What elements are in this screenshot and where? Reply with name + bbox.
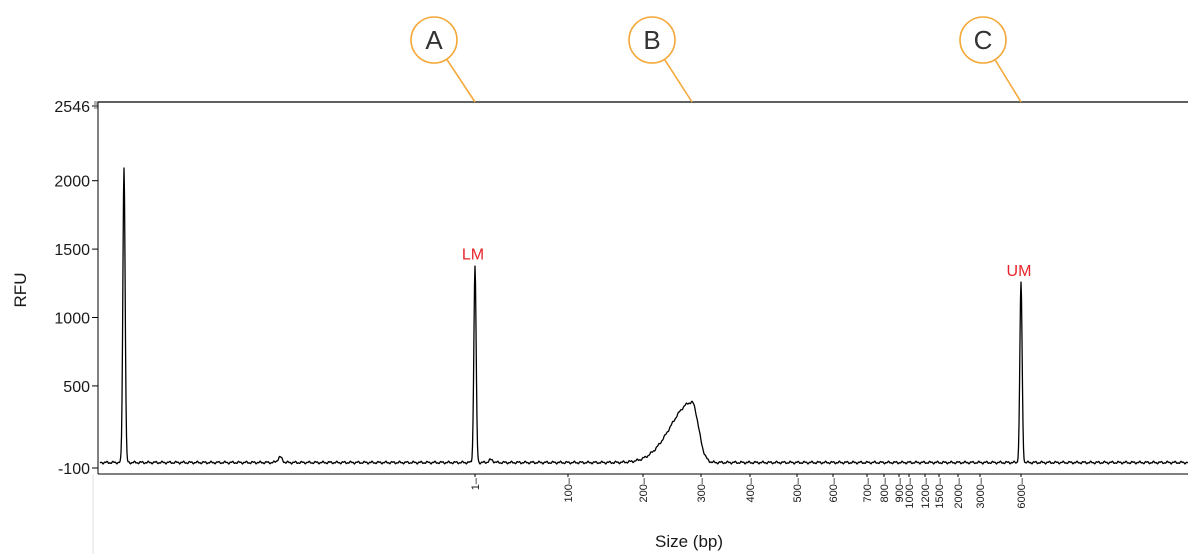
x-axis-ticks: 1– 100– 200– 300– 400– 500– 600– 700– 800– 900–10… [470,474,1028,509]
x-tick-label: 700– [862,477,874,502]
callout-leader-line [446,58,476,103]
callout-label-a: A [425,25,443,55]
y-tick-label: 1000 [54,311,90,328]
y-axis-title: RFU [11,273,30,308]
x-tick-label: 1000– [904,477,916,508]
peak-annotations: LM UM [462,247,1032,280]
x-tick-label: 1500– [934,477,946,508]
callout-markers: A B C [410,16,1022,103]
x-tick-label: 3000– [975,477,987,508]
y-tick-label: 2000 [54,174,90,191]
x-tick-label: 1200– [920,477,932,508]
x-tick-label: 500– [792,477,804,502]
x-tick-label: 400– [745,477,757,502]
y-axis-ticks: 2546 2000 1500 1000 500 -100 [54,99,98,478]
callout-circle [410,16,458,64]
x-tick-label: 1– [470,477,482,490]
series-trace [99,167,1188,465]
callout-circle [628,16,676,64]
y-tick-label: 1500 [54,242,90,259]
x-axis-title: Size (bp) [655,532,723,551]
x-tick-label: 300– [696,477,708,502]
y-tick-label: 2546 [54,99,90,116]
y-tick-label: -100 [58,461,90,478]
callout-circle [959,16,1007,64]
peak-label-lm: LM [462,247,484,264]
y-tick-label: 500 [63,379,90,396]
x-tick-label: 600– [828,477,840,502]
x-tick-label: 100– [563,477,575,502]
callout-leader-line [994,59,1022,103]
callout-label-c: C [974,25,993,55]
x-tick-label: 6000– [1016,477,1028,508]
callout-leader-line [663,58,693,103]
callout-label-b: B [643,25,660,55]
x-tick-label: 200– [638,477,650,502]
x-tick-label: 800– [879,477,891,502]
x-tick-label: 900– [894,477,906,502]
x-tick-label: 2000– [953,477,965,508]
peak-label-um: UM [1007,263,1032,280]
